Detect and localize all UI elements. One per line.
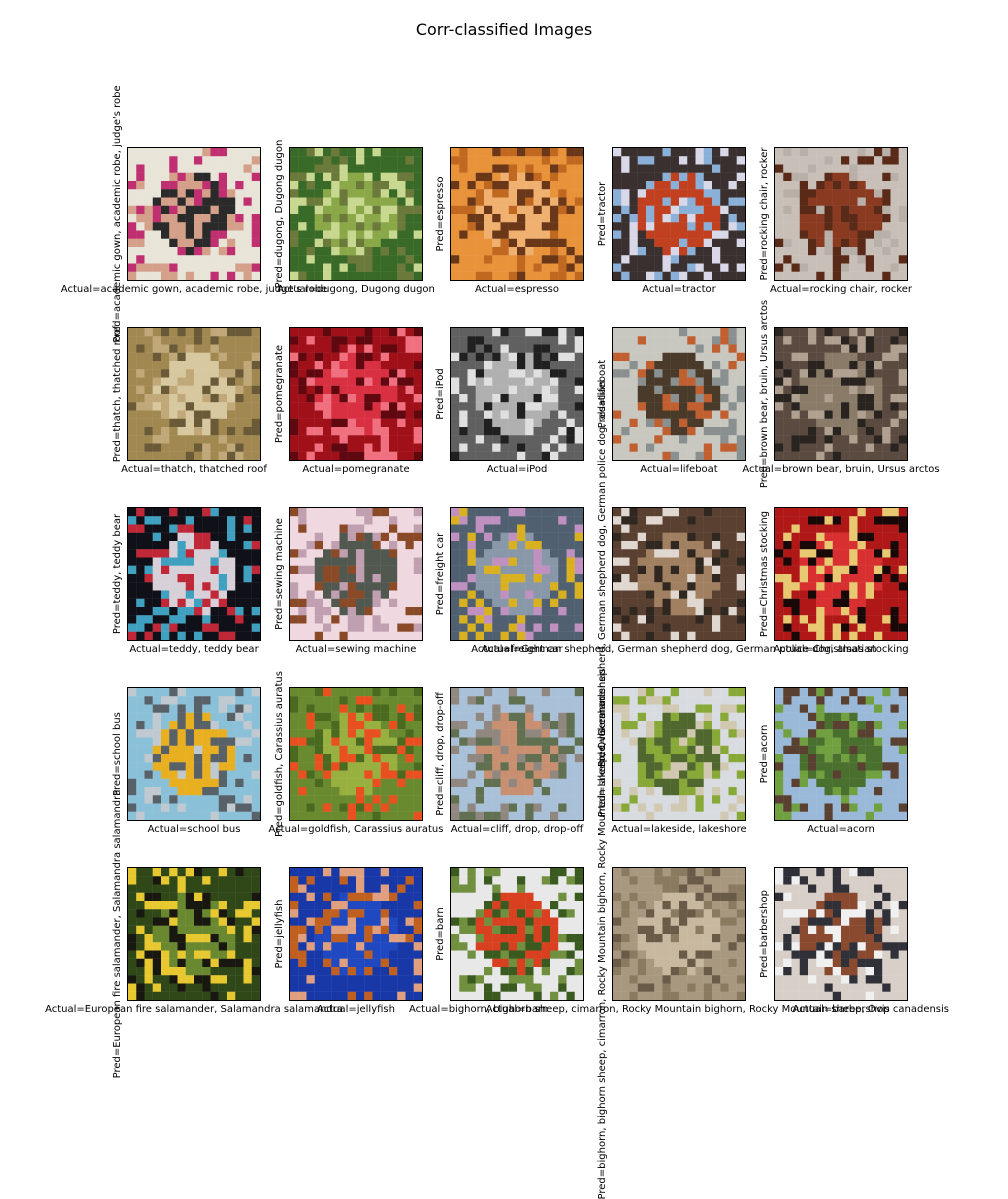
image-tile <box>127 687 261 821</box>
actual-label: Actual=espresso <box>475 284 559 296</box>
photo-lifeboat <box>613 328 745 460</box>
actual-label: Actual=teddy, teddy bear <box>129 644 258 656</box>
pred-label: Pred=freight car <box>435 533 447 616</box>
photo-bighorn-sheep <box>613 868 745 1000</box>
photo-lakeside <box>613 688 745 820</box>
image-tile <box>127 147 261 281</box>
pred-label: Pred=barn <box>435 907 447 960</box>
photo-dugong <box>290 148 422 280</box>
actual-label: Actual=European fire salamander, Salaman… <box>45 1004 343 1016</box>
image-tile <box>612 867 746 1001</box>
pred-label: Pred=pomegranate <box>274 345 286 443</box>
photo-tractor <box>613 148 745 280</box>
image-tile <box>612 507 746 641</box>
photo-brown-bear <box>775 328 907 460</box>
actual-label: Actual=barbershop <box>793 1004 890 1016</box>
image-tile <box>612 147 746 281</box>
photo-thatch <box>128 328 260 460</box>
actual-label: Actual=jellyfish <box>317 1004 395 1016</box>
pred-label: Pred=Christmas stocking <box>759 511 771 637</box>
photo-goldfish <box>290 688 422 820</box>
image-tile <box>450 867 584 1001</box>
image-tile <box>774 147 908 281</box>
pred-label: Pred=espresso <box>435 177 447 252</box>
actual-label: Actual=acorn <box>807 824 875 836</box>
image-tile <box>289 867 423 1001</box>
pred-label: Pred=teddy, teddy bear <box>112 514 124 634</box>
image-tile <box>289 327 423 461</box>
photo-espresso-cup <box>451 148 583 280</box>
image-tile <box>450 687 584 821</box>
actual-label: Actual=pomegranate <box>302 464 409 476</box>
photo-teddy-bear <box>128 508 260 640</box>
pred-label: Pred=dugong, Dugong dugon <box>274 140 286 289</box>
photo-cliff <box>451 688 583 820</box>
pred-label: Pred=academic gown, academic robe, judge… <box>112 85 124 342</box>
actual-label: Actual=dugong, Dugong dugon <box>277 284 435 296</box>
image-tile <box>450 507 584 641</box>
pred-label: Pred=rocking chair, rocker <box>759 148 771 281</box>
image-tile <box>289 507 423 641</box>
image-tile <box>774 687 908 821</box>
pred-label: Pred=thatch, thatched roof <box>112 326 124 463</box>
photo-graduate-girl <box>128 148 260 280</box>
photo-rocking-chair <box>775 148 907 280</box>
actual-label: Actual=school bus <box>148 824 241 836</box>
photo-sewing-machine <box>290 508 422 640</box>
pred-label: Pred=tractor <box>597 182 609 246</box>
image-tile <box>289 687 423 821</box>
photo-barn <box>451 868 583 1000</box>
photo-freight-car <box>451 508 583 640</box>
pred-label: Pred=bighorn, bighorn sheep, cimarron, R… <box>597 669 609 1199</box>
image-tile <box>774 867 908 1001</box>
actual-label: Actual=goldfish, Carassius auratus <box>269 824 444 836</box>
actual-label: Actual=iPod <box>487 464 548 476</box>
image-tile <box>127 327 261 461</box>
photo-jellyfish <box>290 868 422 1000</box>
image-tile <box>127 507 261 641</box>
actual-label: Actual=Christmas stocking <box>773 644 908 656</box>
image-tile <box>612 687 746 821</box>
pred-label: Pred=school bus <box>112 712 124 796</box>
pred-label: Pred=cliff, drop, drop-off <box>435 692 447 816</box>
photo-fire-salamander <box>128 868 260 1000</box>
image-tile <box>774 327 908 461</box>
image-tile <box>450 327 584 461</box>
photo-christmas-stocking <box>775 508 907 640</box>
photo-acorn <box>775 688 907 820</box>
pred-label: Pred=goldfish, Carassius auratus <box>274 671 286 837</box>
image-tile <box>289 147 423 281</box>
pred-label: Pred=brown bear, bruin, Ursus arctos <box>759 300 771 488</box>
photo-ipod <box>451 328 583 460</box>
chart-title: Corr-classified Images <box>0 20 1008 39</box>
pred-label: Pred=barbershop <box>759 890 771 978</box>
actual-label: Actual=rocking chair, rocker <box>770 284 912 296</box>
image-tile <box>774 507 908 641</box>
actual-label: Actual=lakeside, lakeshore <box>611 824 746 836</box>
actual-label: Actual=thatch, thatched roof <box>121 464 267 476</box>
actual-label: Actual=tractor <box>642 284 716 296</box>
image-tile <box>612 327 746 461</box>
image-tile <box>450 147 584 281</box>
pred-label: Pred=iPod <box>435 368 447 420</box>
pred-label: Pred=European fire salamander, Salamandr… <box>112 790 124 1079</box>
photo-german-shepherd <box>613 508 745 640</box>
pred-label: Pred=sewing machine <box>274 518 286 630</box>
actual-label: Actual=lifeboat <box>640 464 717 476</box>
pred-label: Pred=acorn <box>759 725 771 784</box>
actual-label: Actual=brown bear, bruin, Ursus arctos <box>742 464 939 476</box>
image-tile <box>127 867 261 1001</box>
photo-school-bus <box>128 688 260 820</box>
photo-barbershop <box>775 868 907 1000</box>
pred-label: Pred=jellyfish <box>274 900 286 969</box>
actual-label: Actual=sewing machine <box>296 644 417 656</box>
photo-pomegranate-seeds <box>290 328 422 460</box>
actual-label: Actual=cliff, drop, drop-off <box>451 824 584 836</box>
